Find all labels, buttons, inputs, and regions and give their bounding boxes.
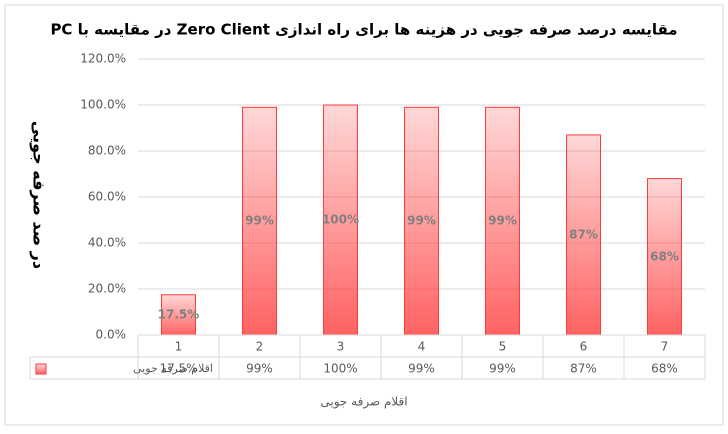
bar bbox=[485, 106, 520, 336]
x-tick-label: 1 bbox=[175, 340, 183, 354]
x-tick-label: 7 bbox=[661, 340, 669, 354]
table-cell: 99% bbox=[489, 362, 516, 376]
x-tick-label: 5 bbox=[499, 340, 507, 354]
x-axis-label: اقلام صرفه جویی bbox=[320, 395, 407, 410]
chart-border bbox=[4, 4, 724, 426]
data-label: 99% bbox=[407, 214, 436, 228]
table-cell: 17.5% bbox=[159, 362, 197, 376]
chart-title: مقایسه درصد صرفه جویی در هزینه ها برای ر… bbox=[50, 21, 677, 39]
y-tick-label: 120.0% bbox=[80, 52, 126, 66]
table-cell: 99% bbox=[408, 362, 435, 376]
x-tick-label: 3 bbox=[337, 340, 345, 354]
data-label: 99% bbox=[488, 214, 517, 228]
y-tick-label: 40.0% bbox=[88, 236, 126, 250]
data-label: 100% bbox=[322, 213, 359, 227]
table-cell: 68% bbox=[651, 362, 678, 376]
x-tick-label: 2 bbox=[256, 340, 264, 354]
y-tick-label: 20.0% bbox=[88, 282, 126, 296]
bar bbox=[647, 178, 682, 336]
y-tick-label: 80.0% bbox=[88, 144, 126, 158]
table-cell: 87% bbox=[570, 362, 597, 376]
bar bbox=[242, 106, 277, 336]
x-tick-label: 6 bbox=[580, 340, 588, 354]
x-tick-label: 4 bbox=[418, 340, 426, 354]
table-cell: 99% bbox=[246, 362, 273, 376]
table-cell: 100% bbox=[323, 362, 357, 376]
y-tick-label: 60.0% bbox=[88, 190, 126, 204]
legend-label: اقلام صرفه جویی bbox=[133, 362, 213, 375]
legend-swatch bbox=[35, 363, 47, 375]
data-label: 68% bbox=[650, 249, 679, 263]
data-label: 17.5% bbox=[158, 307, 200, 321]
y-tick-label: 0.0% bbox=[96, 328, 127, 342]
data-label: 99% bbox=[245, 214, 274, 228]
y-axis-label: در صد صرفه جویی bbox=[30, 121, 49, 269]
y-tick-label: 100.0% bbox=[80, 98, 126, 112]
bar bbox=[566, 134, 601, 336]
data-label: 87% bbox=[569, 227, 598, 241]
